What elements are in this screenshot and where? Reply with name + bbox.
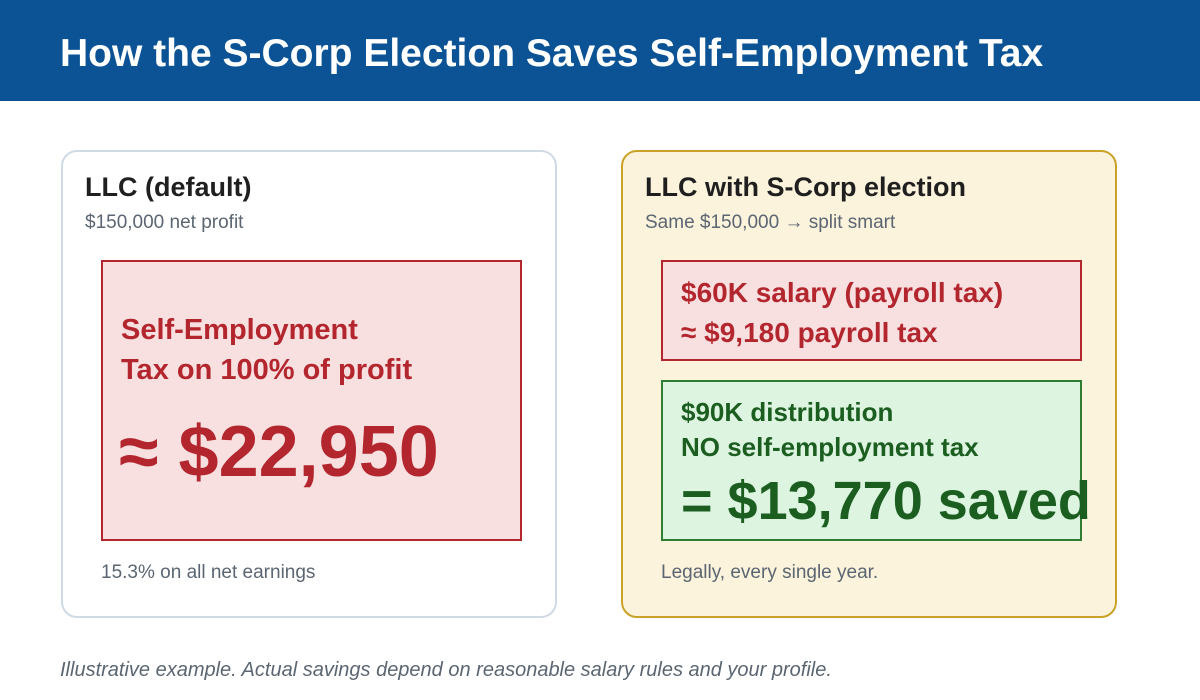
distribution-line: $90K distribution (681, 397, 894, 427)
distribution-box: $90K distribution NO self-employment tax… (661, 380, 1091, 541)
llc-default-title: LLC (default) (85, 172, 252, 202)
footnote: Illustrative example. Actual savings dep… (60, 659, 832, 681)
no-se-tax-line: NO self-employment tax (681, 432, 979, 462)
self-employment-tax-label: Self-Employment Tax on 100% of profit (121, 310, 412, 390)
llc-default-note: 15.3% on all net earnings (101, 562, 316, 583)
self-employment-tax-label-line1: Self-Employment (121, 314, 358, 346)
s-corp-subtitle: Same $150,000 → split smart (645, 212, 896, 233)
self-employment-tax-label-line2: Tax on 100% of profit (121, 354, 413, 386)
s-corp-note: Legally, every single year. (661, 562, 879, 583)
s-corp-title: LLC with S-Corp election (645, 172, 966, 202)
s-corp-card: LLC with S-Corp election Same $150,000 →… (621, 150, 1117, 618)
page-title: How the S-Corp Election Saves Self-Emplo… (60, 32, 1044, 75)
header-banner: How the S-Corp Election Saves Self-Emplo… (0, 0, 1200, 101)
payroll-tax-line: ≈ $9,180 payroll tax (681, 317, 938, 348)
llc-default-card: LLC (default) $150,000 net profit Self-E… (61, 150, 557, 618)
self-employment-tax-value: ≈ $22,950 (119, 412, 439, 492)
savings-value: = $13,770 saved (681, 471, 1091, 531)
llc-default-subtitle: $150,000 net profit (85, 212, 244, 233)
salary-line: $60K salary (payroll tax) (681, 277, 1004, 308)
salary-box: $60K salary (payroll tax) ≈ $9,180 payro… (661, 260, 1082, 361)
self-employment-tax-box: Self-Employment Tax on 100% of profit ≈ … (101, 260, 522, 541)
